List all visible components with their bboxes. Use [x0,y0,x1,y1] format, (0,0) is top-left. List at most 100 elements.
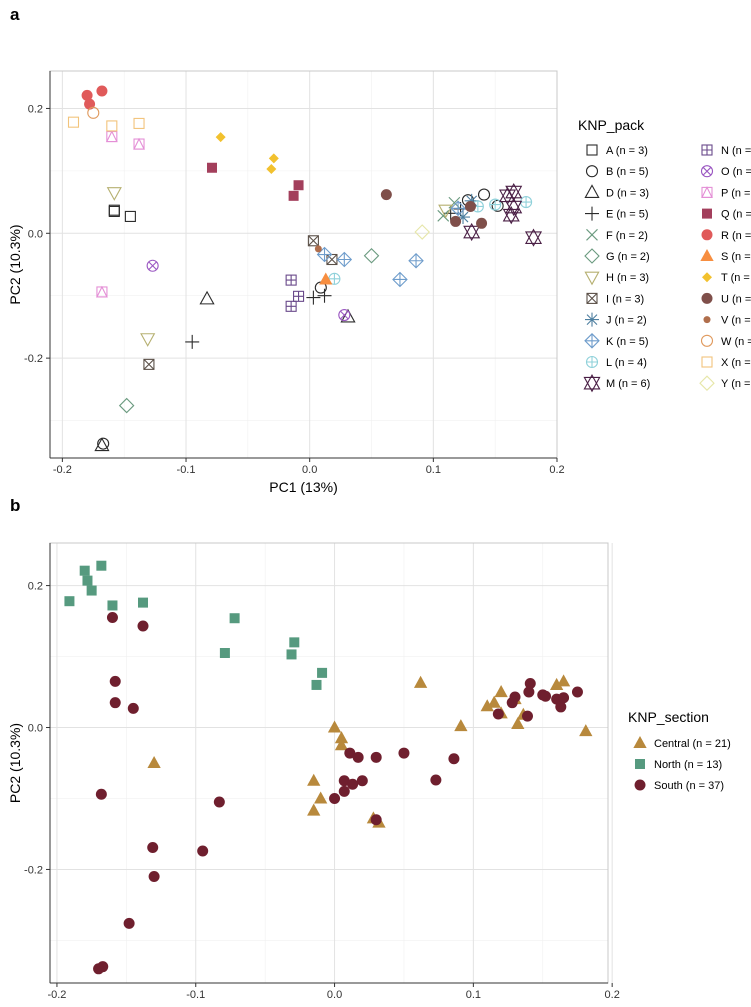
legend-title: KNP_section [628,709,709,725]
legend-item: W (n = 1) [702,335,751,348]
legend: KNP_section Central (n = 21) North (n = 13… [628,709,731,792]
legend-key [702,166,713,177]
legend-label: P (n = 3) [721,187,751,199]
legend-item: T (n = 3) [702,272,751,284]
data-point [476,218,487,229]
data-point [68,117,78,127]
x-axis-label: PC1 (13%) [269,479,337,495]
data-point [64,596,74,606]
legend-key [702,229,713,240]
data-point [337,253,351,267]
data-point [149,871,160,882]
legend-key [585,313,599,327]
data-point [353,752,364,763]
data-point [82,576,92,586]
data-point [488,696,501,708]
data-point [144,359,154,369]
data-point [398,748,409,759]
legend-key [585,272,598,284]
legend-key [633,736,646,748]
data-point [289,191,299,201]
legend-item: Y (n = 1) [700,376,751,390]
data-point [327,255,337,265]
legend-key [700,249,713,261]
data-point [134,118,144,128]
legend-item: U (n = 4) [702,293,751,306]
data-point [317,668,327,678]
legend-item: V (n = 1) [704,315,751,327]
legend-label: K (n = 5) [606,336,649,348]
x-tick-label: -0.1 [186,989,205,1001]
x-tick-label: 0.0 [302,464,317,476]
data-point [87,586,97,596]
legend-item: B (n = 5) [587,166,649,179]
data-point [430,775,441,786]
data-point [339,786,350,797]
legend-label: Q (n = 3) [721,209,751,221]
data-points [64,561,592,975]
legend-key [587,229,598,240]
legend-label: H (n = 3) [606,272,649,284]
data-point [120,399,134,413]
legend-label: O (n = 2) [721,166,751,178]
legend-key [635,780,646,791]
legend-title: KNP_pack [578,117,645,133]
legend-label: L (n = 4) [606,357,647,369]
data-point [409,254,423,268]
legend-item: Q (n = 3) [702,209,751,221]
y-axis-label: PC2 (10.3%) [7,723,23,803]
legend-label: W (n = 1) [721,336,751,348]
legend-key [587,145,597,155]
legend-label: Central (n = 21) [654,738,731,750]
data-point [84,99,95,110]
data-point [450,216,461,227]
data-point [125,211,135,221]
legend-key [702,209,712,219]
legend-item: X (n = 3) [702,357,751,369]
legend-item: I (n = 3) [587,293,644,305]
y-tick-label: -0.2 [24,353,43,365]
legend-label: F (n = 2) [606,230,648,242]
x-tick-label: 0.0 [327,989,342,1001]
legend-item: K (n = 5) [585,334,649,348]
data-point [107,600,117,610]
data-point [141,334,154,346]
data-point [214,797,225,808]
legend-key [702,357,712,367]
legend-item: Central (n = 21) [633,736,730,750]
data-point [526,230,541,246]
data-point [286,301,296,311]
legend-item: L (n = 4) [587,357,647,370]
data-point [318,289,332,303]
legend-key [585,207,599,221]
data-point [329,793,340,804]
data-point [454,719,467,731]
grid [50,543,612,983]
legend-key [635,759,645,769]
data-point [138,598,148,608]
data-point [307,804,320,816]
panel-label: a [10,5,20,24]
legend-item: R (n = 3) [702,229,751,242]
legend-label: A (n = 3) [606,145,648,157]
data-point [96,85,107,96]
data-point [266,164,276,174]
x-tick-label: -0.2 [53,464,72,476]
legend-item: North (n = 13) [635,759,722,771]
data-point [465,201,476,212]
data-point [414,676,427,688]
legend-label: V (n = 1) [721,315,751,327]
legend-item: G (n = 2) [585,249,650,263]
legend-item: A (n = 3) [587,145,648,157]
data-point [493,709,504,720]
x-tick-label: 0.1 [426,464,441,476]
legend-label: G (n = 2) [606,251,650,263]
data-point [521,197,532,208]
data-point [124,918,135,929]
legend-item: P (n = 3) [702,187,751,199]
data-point [96,789,107,800]
legend-item: S (n = 1) [700,249,751,263]
legend-label: R (n = 3) [721,230,751,242]
data-point [128,703,139,714]
data-point [393,272,407,286]
